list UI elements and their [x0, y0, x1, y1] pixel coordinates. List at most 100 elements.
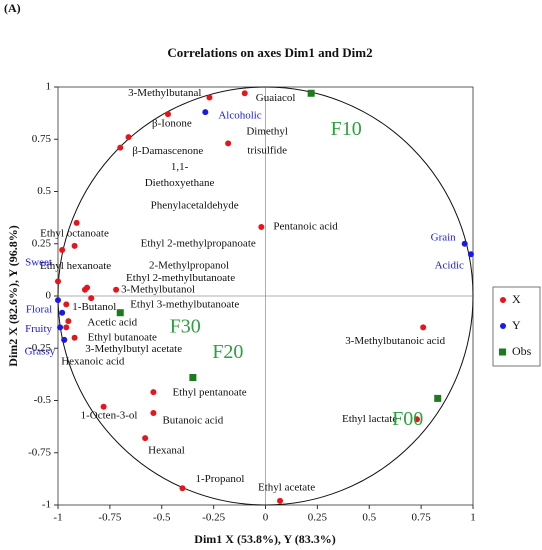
obs-marker	[434, 394, 442, 402]
point	[71, 334, 78, 341]
legend-label: X	[512, 292, 521, 306]
point-label: Butanoic acid	[162, 415, 223, 427]
point-label: Guaiacol	[256, 92, 296, 104]
point-label: 3-Methylbutanoic acid	[345, 335, 445, 347]
obs-label: F20	[212, 341, 243, 363]
chart-title: Correlations on axes Dim1 and Dim2	[167, 45, 372, 60]
point	[202, 109, 209, 116]
point-label: Fruity	[25, 323, 52, 335]
point-label: Acidic	[435, 260, 464, 272]
point-label: 3-Methylbutyl acetate	[85, 343, 182, 355]
point-label-line: Dimethyl	[246, 125, 288, 137]
obs-marker	[116, 309, 124, 317]
point-label-line: Diethoxyethane	[145, 177, 215, 189]
point	[59, 309, 66, 316]
x-tick-label: -1	[53, 512, 62, 524]
point-label: Grassy	[25, 345, 56, 357]
point	[420, 324, 427, 331]
y-tick-label: 1	[46, 81, 52, 93]
point-label: Sweet	[25, 257, 52, 269]
point	[73, 219, 80, 226]
obs-marker	[189, 374, 197, 382]
point	[55, 297, 61, 304]
point-label: Ethyl butanoate	[88, 331, 157, 343]
point-label: Ethyl hexanoate	[40, 260, 111, 272]
point	[150, 389, 157, 396]
point-label: Floral	[26, 303, 52, 315]
point	[84, 284, 91, 291]
y-tick-label: -0.75	[28, 446, 51, 458]
legend-label: Y	[512, 318, 521, 332]
point-label: 3-Methylbutanal	[128, 87, 201, 99]
y-tick-label: 0.5	[37, 185, 51, 197]
point-label: Hexanoic acid	[61, 355, 125, 367]
x-tick-label: -0.75	[98, 512, 121, 524]
point	[55, 278, 61, 285]
point-label: β-Ionone	[152, 118, 192, 130]
y-tick-label: -0.25	[28, 342, 51, 354]
point-label: Alcoholic	[218, 110, 261, 122]
point-label: 1-Propanol	[196, 473, 245, 485]
legend-marker	[500, 323, 506, 329]
point-label: Ethyl octanoate	[40, 228, 109, 240]
legend-marker	[500, 297, 506, 303]
point	[113, 286, 120, 293]
obs-marker	[307, 89, 315, 97]
obs-label: F00	[392, 408, 423, 430]
y-tick-label: 0	[46, 290, 52, 302]
point	[63, 301, 70, 308]
x-tick-label: 0.75	[412, 512, 432, 524]
point-label: Phenylacetaldehyde	[151, 199, 239, 211]
point	[63, 324, 70, 331]
point	[258, 224, 265, 231]
point	[142, 435, 149, 442]
x-axis-label: Dim1 X (53.8%), Y (83.3%)	[194, 532, 335, 546]
point	[206, 94, 213, 101]
point-label: Ethyl 2-methylbutanoate	[126, 272, 235, 284]
point-label: Acetic acid	[87, 317, 137, 329]
legend-marker	[499, 348, 506, 356]
point-label: Ethyl 3-methylbutanoate	[130, 299, 239, 311]
point	[57, 324, 64, 331]
point	[65, 318, 72, 325]
panel-label: (A)	[4, 1, 21, 15]
point-label: 1-Octen-3-ol	[81, 409, 138, 421]
x-tick-label: 1	[470, 512, 476, 524]
point	[125, 134, 132, 141]
point	[241, 90, 248, 97]
point-label: Ethyl 2-methylpropanoate	[141, 237, 256, 249]
point	[413, 416, 420, 423]
x-tick-label: 0.25	[308, 512, 328, 524]
point-label: Ethyl lactate	[342, 413, 397, 425]
point-label: 3-Methylbutanol	[121, 283, 195, 295]
y-tick-label: -0.5	[34, 394, 52, 406]
point	[100, 403, 107, 410]
x-tick-label: 0	[263, 512, 269, 524]
point-label: Ethyl pentanoate	[172, 387, 246, 399]
point-label: 1-Butanol	[72, 301, 116, 313]
y-tick-label: 0.25	[32, 237, 52, 249]
point	[88, 295, 95, 302]
point-label-line: trisulfide	[247, 144, 287, 156]
point-label: 1,1- Diethoxyethane	[145, 161, 215, 189]
y-tick-label: 0.75	[32, 133, 52, 145]
point-label-line: 1,1-	[171, 161, 189, 173]
obs-label: F10	[331, 118, 362, 140]
point	[61, 336, 68, 343]
point-label: Pentanoic acid	[273, 221, 338, 233]
obs-label: F30	[170, 315, 201, 337]
point	[467, 251, 474, 258]
point	[225, 140, 232, 147]
point-label: 2-Methylpropanol	[149, 259, 229, 271]
point	[117, 144, 124, 151]
point-label: Grain	[431, 231, 457, 243]
point-label: β-Damascenone	[132, 145, 203, 157]
x-tick-label: -0.5	[153, 512, 171, 524]
point	[59, 247, 66, 254]
point-label: Hexanal	[148, 445, 185, 457]
point	[150, 410, 157, 417]
legend-label: Obs	[512, 344, 532, 358]
point	[179, 485, 186, 492]
x-tick-label: -0.25	[202, 512, 225, 524]
